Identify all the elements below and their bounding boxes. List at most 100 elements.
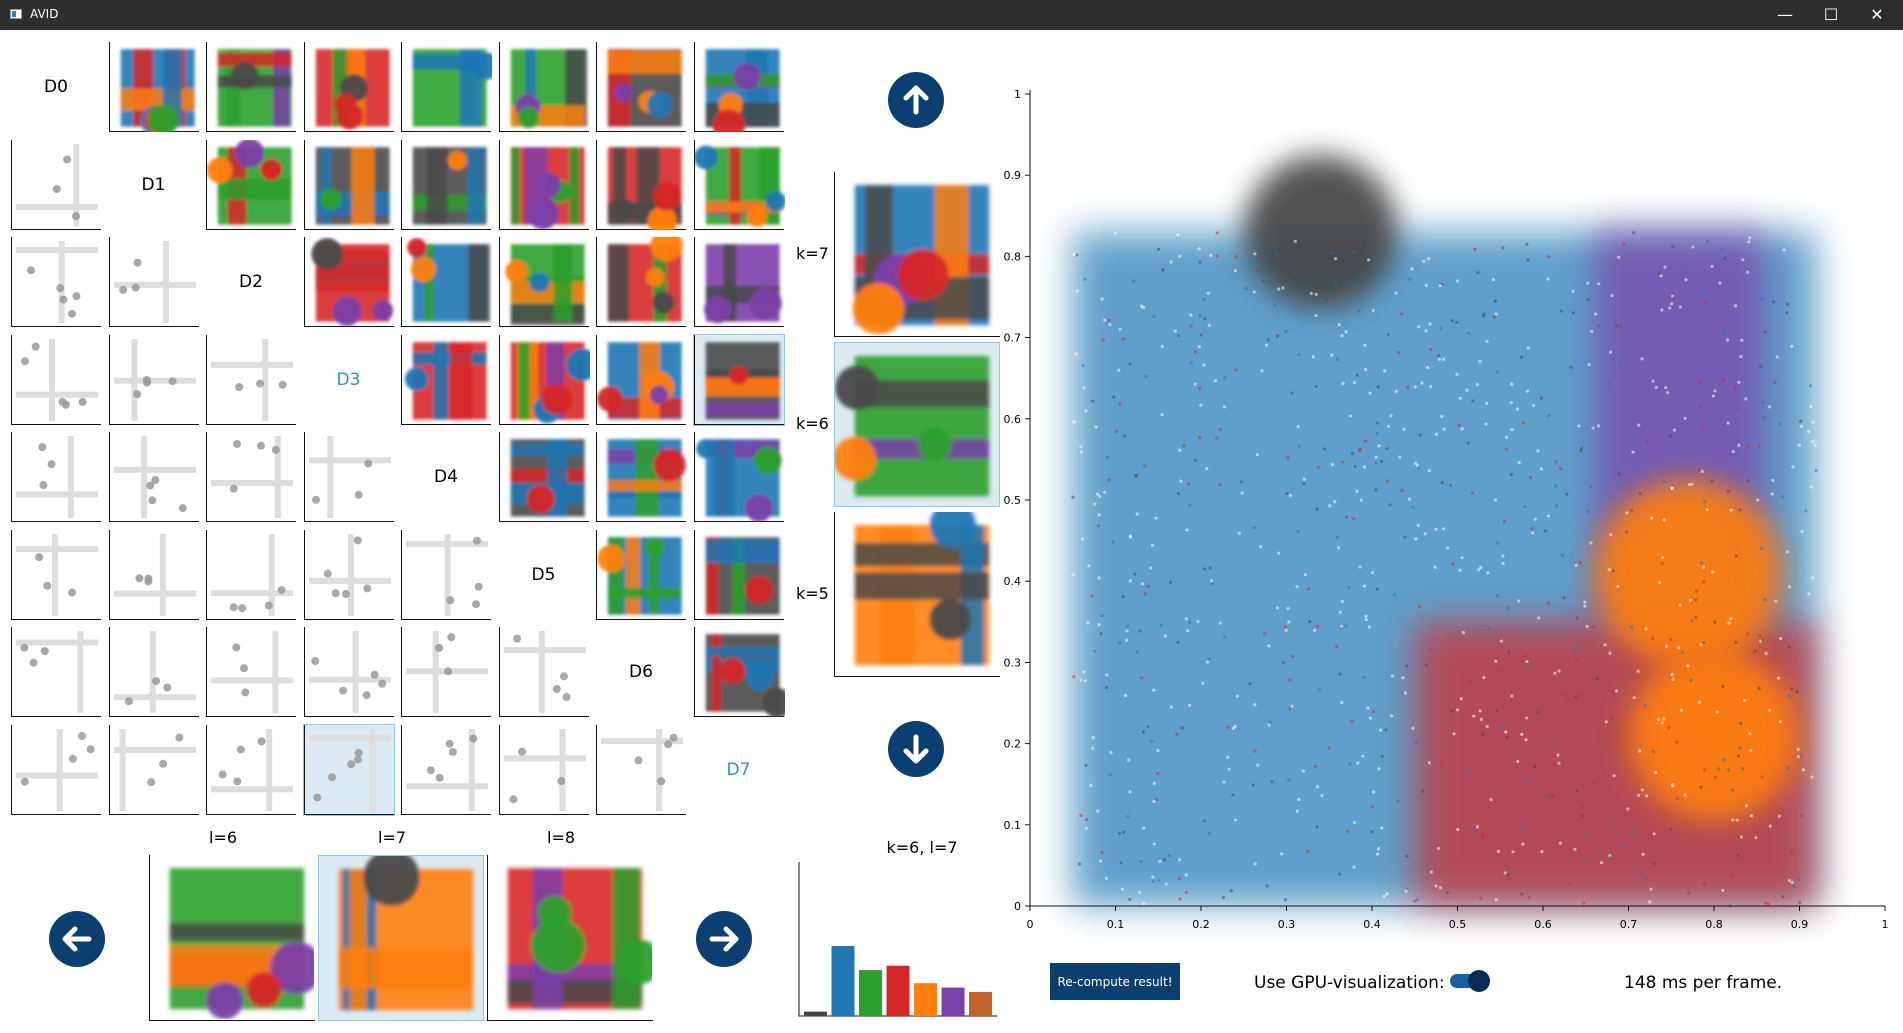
scatter-point <box>1455 372 1459 376</box>
dim-label-d6[interactable]: D6 <box>629 662 653 682</box>
scatter-point <box>1700 561 1704 565</box>
minimize-button[interactable]: — <box>1777 5 1793 24</box>
matrix-cluster-plot[interactable] <box>303 432 394 522</box>
scatter-point <box>1636 669 1640 673</box>
matrix-cluster-plot[interactable] <box>401 724 491 815</box>
matrix-cluster-plot[interactable] <box>108 627 199 717</box>
k-up-button[interactable] <box>888 72 944 128</box>
matrix-thumbnail[interactable] <box>401 42 500 132</box>
k-option-thumbnail[interactable] <box>834 172 1000 337</box>
matrix-thumbnail[interactable] <box>303 139 394 230</box>
matrix-thumbnail[interactable] <box>596 42 686 132</box>
matrix-thumbnail[interactable] <box>498 42 589 132</box>
matrix-thumbnail[interactable] <box>498 139 589 230</box>
matrix-cluster-plot[interactable] <box>108 237 199 327</box>
matrix-cluster-plot[interactable] <box>206 334 296 425</box>
matrix-cluster-plot[interactable] <box>11 724 101 815</box>
matrix-thumbnail[interactable] <box>596 228 686 327</box>
matrix-thumbnail[interactable] <box>401 334 491 425</box>
matrix-thumbnail[interactable] <box>693 237 784 327</box>
main-scatterplot[interactable]: 0 0.1 0.2 0.3 0.4 0.5 0.6 0.7 0.8 0.9 1 0 0.1 0.2 0.3 0… <box>990 40 1895 945</box>
matrix-cluster-plot[interactable] <box>401 627 491 717</box>
matrix-cluster-plot[interactable] <box>596 724 686 815</box>
matrix-thumbnail[interactable] <box>693 42 784 142</box>
matrix-thumbnail[interactable] <box>498 334 598 425</box>
matrix-cluster-plot[interactable] <box>401 529 491 620</box>
matrix-thumbnail[interactable] <box>596 334 686 425</box>
scatter-point <box>1543 529 1547 533</box>
maximize-button[interactable]: ☐ <box>1823 5 1839 24</box>
matrix-thumbnail[interactable] <box>206 137 296 230</box>
matrix-thumbnail[interactable] <box>596 139 686 236</box>
dim-label-d1[interactable]: D1 <box>141 174 166 195</box>
matrix-cluster-plot[interactable] <box>108 334 199 425</box>
recompute-button[interactable]: Re-compute result! <box>1050 963 1180 1000</box>
matrix-cluster-plot[interactable] <box>11 334 101 425</box>
matrix-thumbnail[interactable] <box>108 42 199 136</box>
matrix-thumbnail[interactable] <box>303 42 394 132</box>
scatter-point <box>1705 508 1709 512</box>
matrix-cluster-plot[interactable] <box>206 529 296 620</box>
dim-label-d2[interactable]: D2 <box>239 272 263 292</box>
matrix-cluster-plot[interactable] <box>108 529 199 620</box>
matrix-thumbnail[interactable] <box>498 432 589 522</box>
matrix-thumbnail[interactable] <box>401 139 491 230</box>
scatter-point <box>1479 565 1483 570</box>
matrix-cluster-plot[interactable] <box>498 627 589 717</box>
k-down-button[interactable] <box>888 721 944 777</box>
gpu-toggle[interactable] <box>1450 970 1490 992</box>
matrix-cluster-plot[interactable] <box>11 237 101 327</box>
matrix-cluster-plot[interactable] <box>206 627 296 717</box>
scatter-point <box>1193 350 1197 354</box>
scatter-point <box>1727 621 1731 625</box>
dim-label-d3[interactable]: D3 <box>336 369 361 390</box>
matrix-cluster-plot[interactable] <box>108 724 199 815</box>
matrix-thumbnail[interactable] <box>206 42 296 132</box>
matrix-thumbnail[interactable] <box>693 627 792 718</box>
k-option-thumbnail[interactable] <box>833 342 1000 507</box>
dim-label-d0[interactable]: D0 <box>44 77 68 97</box>
matrix-thumbnail[interactable] <box>692 333 785 426</box>
matrix-cluster-plot[interactable] <box>498 724 589 815</box>
scatter-point <box>1460 556 1464 560</box>
matrix-thumbnail[interactable] <box>498 237 589 327</box>
matrix-cluster-plot[interactable] <box>303 529 394 620</box>
scatter-point <box>1356 761 1360 765</box>
scatter-point <box>1710 264 1714 268</box>
scatter-point <box>1429 347 1433 351</box>
scatter-point <box>1814 468 1818 473</box>
scatter-point <box>1796 754 1801 759</box>
matrix-cluster-plot[interactable] <box>11 627 101 717</box>
l-option-thumbnail[interactable] <box>487 855 662 1021</box>
matrix-thumbnail[interactable] <box>401 237 491 327</box>
matrix-cluster-plot[interactable] <box>206 432 296 522</box>
scatter-point <box>1335 357 1339 362</box>
scatter-point <box>1668 434 1673 438</box>
matrix-cluster-plot[interactable] <box>11 529 101 620</box>
matrix-cluster-plot[interactable] <box>303 627 394 717</box>
matrix-thumbnail[interactable] <box>693 139 786 230</box>
matrix-cluster-plot[interactable] <box>11 139 101 230</box>
l-option-thumbnail[interactable] <box>318 849 484 1021</box>
matrix-cluster-plot[interactable] <box>302 723 395 816</box>
l-option-thumbnail[interactable] <box>149 855 323 1021</box>
matrix-thumbnail[interactable] <box>693 432 784 522</box>
matrix-thumbnail[interactable] <box>596 529 686 620</box>
l-right-button[interactable] <box>696 911 752 967</box>
close-button[interactable]: ✕ <box>1870 5 1884 24</box>
cluster-point <box>162 683 171 692</box>
matrix-thumbnail[interactable] <box>693 529 784 620</box>
dim-label-d7[interactable]: D7 <box>726 759 751 780</box>
scatter-point <box>1100 297 1104 301</box>
k-option-thumbnail[interactable] <box>834 501 1000 677</box>
l-left-button[interactable] <box>49 911 105 967</box>
scatter-point <box>1738 508 1742 512</box>
cluster-point <box>235 382 244 391</box>
dim-label-d5[interactable]: D5 <box>531 564 556 585</box>
dim-label-d4[interactable]: D4 <box>434 467 458 487</box>
matrix-cluster-plot[interactable] <box>108 432 199 522</box>
matrix-cluster-plot[interactable] <box>11 432 101 522</box>
matrix-thumbnail[interactable] <box>596 432 686 522</box>
matrix-cluster-plot[interactable] <box>206 724 296 815</box>
matrix-thumbnail[interactable] <box>303 237 394 327</box>
